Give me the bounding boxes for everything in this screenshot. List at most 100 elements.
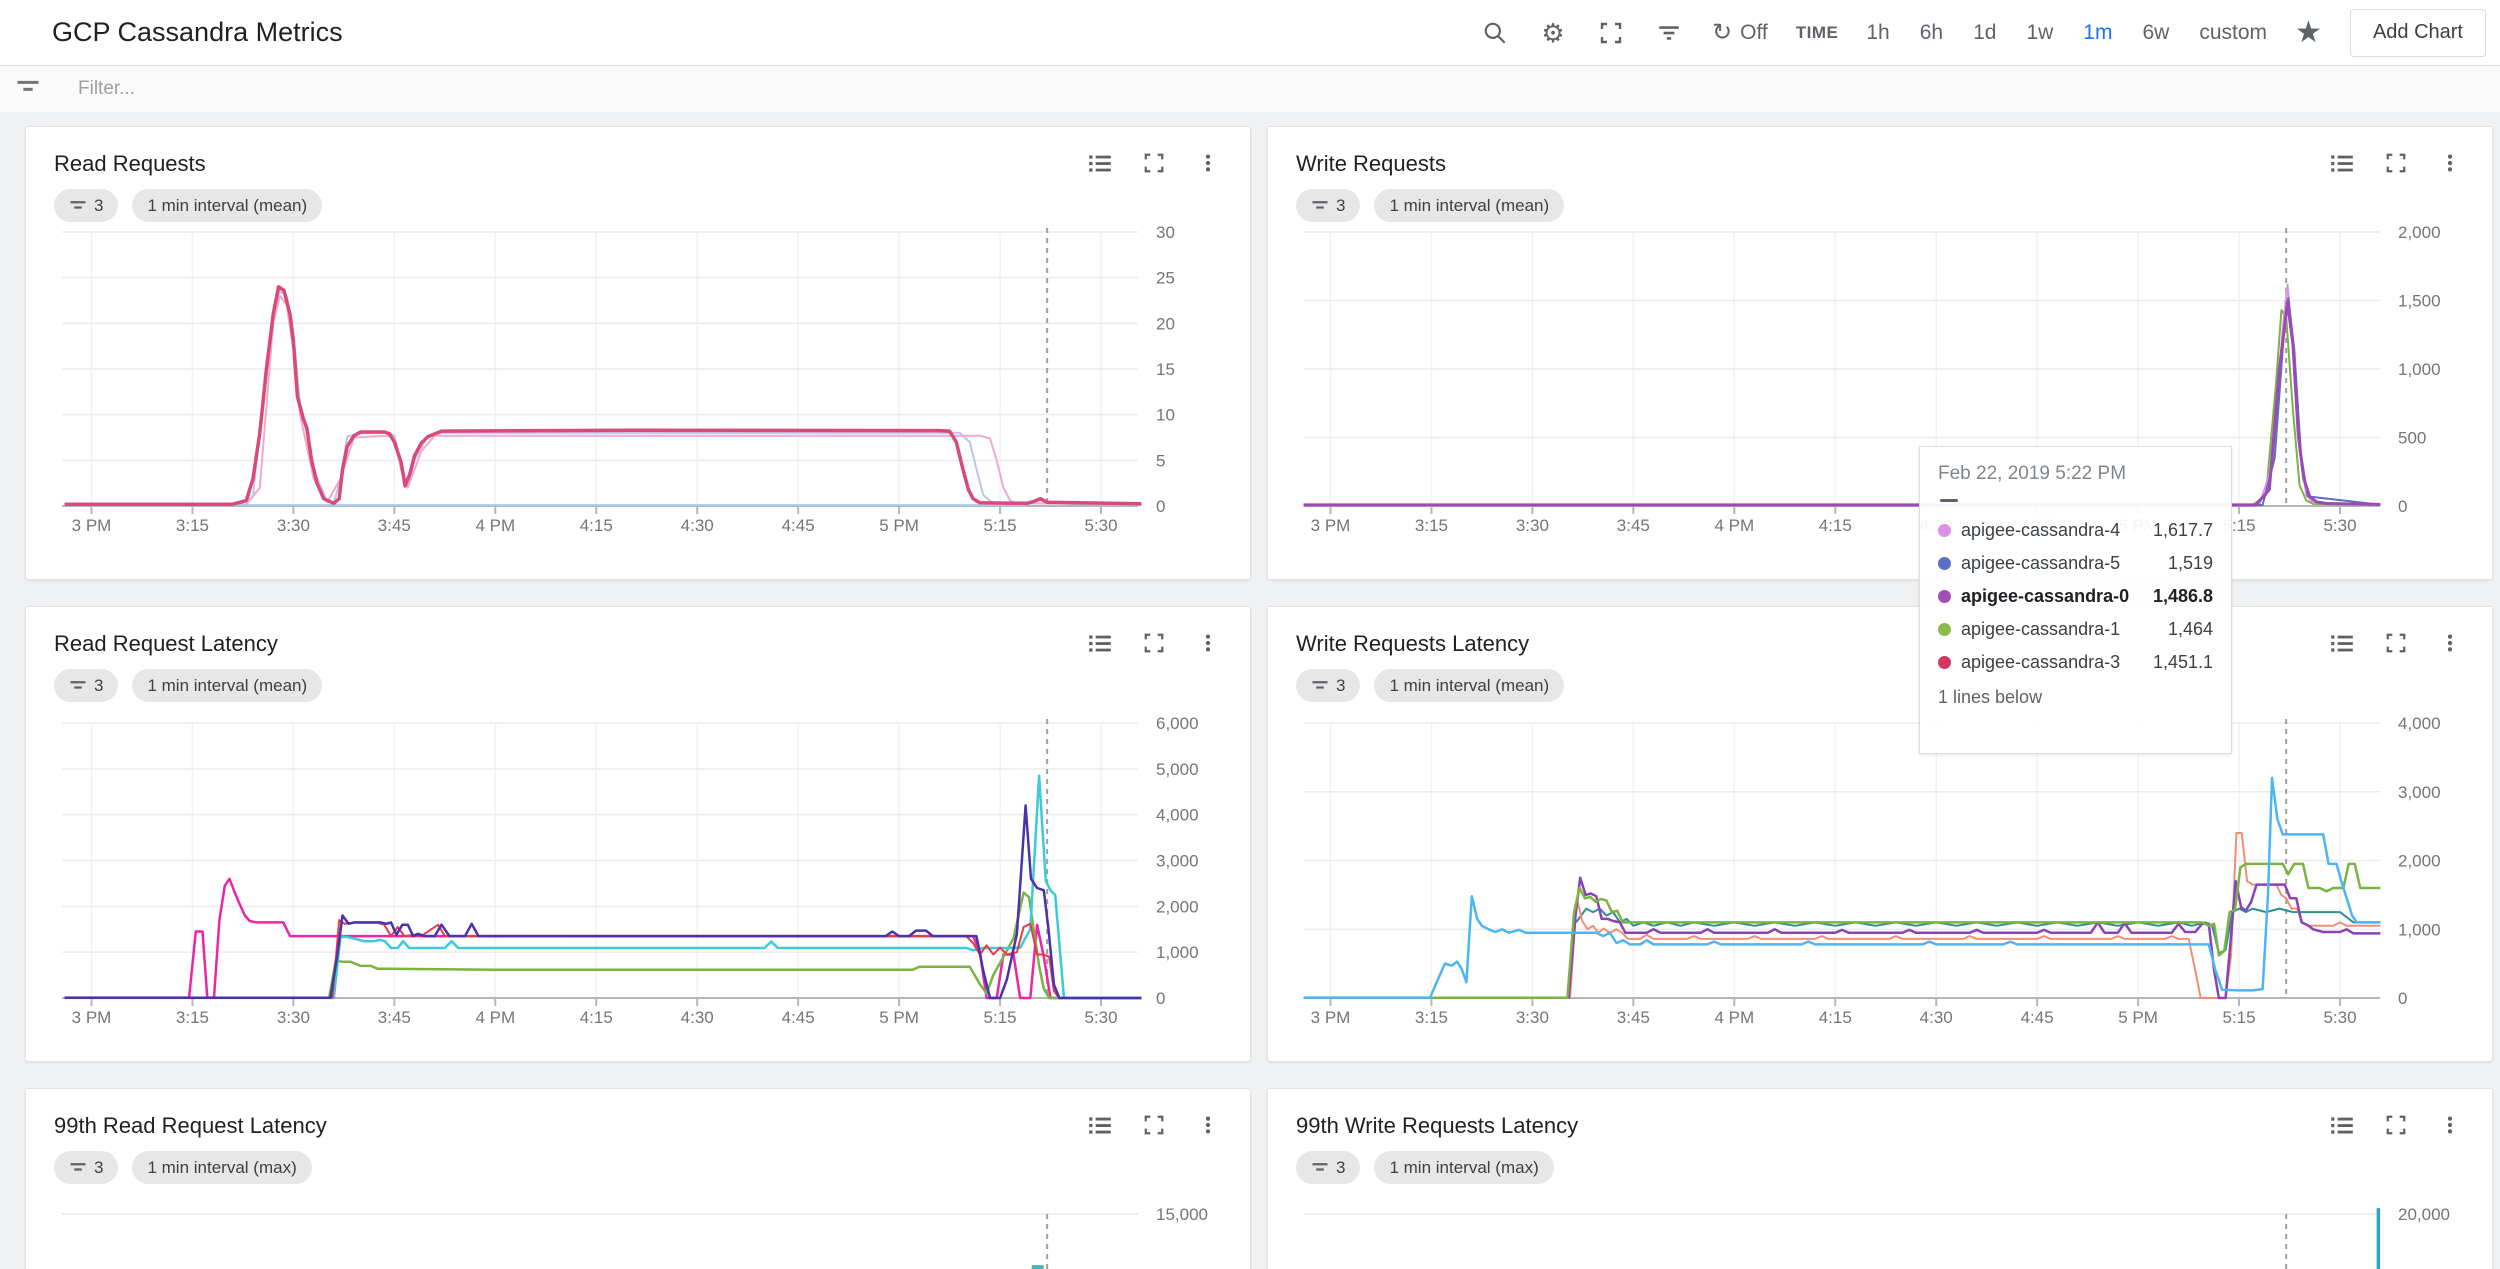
interval-chip[interactable]: 1 min interval (mean)	[132, 189, 323, 222]
svg-text:5:30: 5:30	[2323, 1008, 2356, 1027]
svg-text:0: 0	[1156, 989, 1165, 1008]
filter-count-chip[interactable]: 3	[54, 189, 119, 222]
series-color-dot	[1938, 656, 1951, 669]
time-range-1h[interactable]: 1h	[1866, 20, 1890, 44]
time-range-6h[interactable]: 6h	[1919, 20, 1944, 44]
series-value: 1,464	[2167, 619, 2213, 639]
interval-chip[interactable]: 1 min interval (mean)	[1374, 189, 1565, 222]
tooltip-row: apigee-cassandra-5 1,519	[1938, 547, 2213, 580]
expand-icon[interactable]	[1140, 1111, 1168, 1139]
svg-text:5 PM: 5 PM	[879, 1008, 919, 1027]
interval-chip[interactable]: 1 min interval (max)	[1374, 1151, 1554, 1184]
read-requests-chart[interactable]: 0 5 10 15 20 25 30 3 PM 3:15 3:30 3:45 4 PM 4:15 4:30…	[26, 127, 1250, 579]
page-title: GCP Cassandra Metrics	[52, 17, 343, 47]
legend-icon[interactable]	[2328, 149, 2356, 177]
svg-text:3:30: 3:30	[1516, 516, 1549, 535]
series-color-dot	[1938, 623, 1951, 636]
legend-icon[interactable]	[1086, 149, 1114, 177]
svg-text:4:15: 4:15	[1819, 516, 1852, 535]
svg-text:0: 0	[2398, 989, 2407, 1008]
dashboard-filter-bar	[0, 66, 2500, 112]
chart-title: 99th Read Request Latency	[54, 1113, 327, 1138]
svg-text:3:15: 3:15	[176, 1008, 209, 1027]
legend-icon[interactable]	[1086, 1111, 1114, 1139]
svg-text:3:45: 3:45	[378, 516, 411, 535]
svg-text:5 PM: 5 PM	[2118, 1008, 2158, 1027]
auto-refresh-control[interactable]: ↻ Off	[1712, 18, 1768, 46]
99th-read-request-latency-chart[interactable]: 15,000	[26, 1089, 1250, 1269]
svg-text:1,500: 1,500	[2398, 292, 2441, 311]
expand-icon[interactable]	[2382, 1111, 2410, 1139]
99th-write-requests-latency-chart[interactable]: 20,000	[1268, 1089, 2492, 1269]
time-label: TIME	[1795, 22, 1839, 42]
svg-text:2,000: 2,000	[1156, 897, 1199, 916]
legend-icon[interactable]	[1086, 629, 1114, 657]
expand-icon[interactable]	[1140, 149, 1168, 177]
svg-text:30: 30	[1156, 223, 1175, 242]
filter-count-chip[interactable]: 3	[1296, 1151, 1361, 1184]
write-requests-latency-chart[interactable]: 0 1,000 2,000 3,000 4,000 3 PM 3:15 3:30 3:45 4 P…	[1268, 607, 2492, 1061]
interval-chip[interactable]: 1 min interval (max)	[132, 1151, 312, 1184]
settings-gear-icon[interactable]: ⚙	[1541, 17, 1565, 48]
svg-text:5:15: 5:15	[2223, 1008, 2256, 1027]
chart-title: Read Requests	[54, 151, 206, 176]
more-menu-icon[interactable]	[2436, 149, 2464, 177]
svg-text:3:30: 3:30	[277, 1008, 310, 1027]
funnel-icon	[14, 73, 42, 106]
time-range-buttons: 1h 6h 1d 1w 1m 6w custom	[1866, 21, 2267, 45]
svg-text:3:15: 3:15	[1415, 516, 1448, 535]
svg-text:4,000: 4,000	[2398, 714, 2441, 733]
chart-card-write-requests-latency: Write Requests Latency 3 1 min interval …	[1267, 606, 2493, 1062]
filter-count-chip[interactable]: 3	[1296, 669, 1361, 702]
refresh-state-label: Off	[1740, 20, 1768, 44]
more-menu-icon[interactable]	[1194, 1111, 1222, 1139]
time-range-1d[interactable]: 1d	[1973, 20, 1997, 44]
svg-text:3:45: 3:45	[1617, 516, 1650, 535]
chart-card-99th-read-request-latency: 99th Read Request Latency 3 1 min interv…	[25, 1088, 1251, 1269]
filter-count-chip[interactable]: 3	[54, 1151, 119, 1184]
svg-text:4:15: 4:15	[580, 516, 613, 535]
expand-icon[interactable]	[1140, 629, 1168, 657]
time-range-6w[interactable]: 6w	[2142, 20, 2170, 44]
toolbar: ⚙ ↻ Off TIME 1h 6h 1d 1w 1m 6w custom ★ Add Ch…	[1480, 8, 2490, 57]
svg-text:1,000: 1,000	[2398, 920, 2441, 939]
series-name: apigee-cassandra-3	[1961, 652, 2121, 672]
interval-chip[interactable]: 1 min interval (mean)	[1374, 669, 1565, 702]
tooltip-row: apigee-cassandra-0 1,486.8	[1938, 580, 2213, 613]
tooltip-series-dash	[1940, 499, 1958, 502]
more-menu-icon[interactable]	[2436, 629, 2464, 657]
series-value: 1,486.8	[2152, 586, 2213, 606]
filter-count-chip[interactable]: 3	[1296, 189, 1361, 222]
filter-list-icon[interactable]	[1654, 18, 1684, 48]
search-icon[interactable]	[1480, 18, 1510, 48]
svg-text:4 PM: 4 PM	[475, 1008, 515, 1027]
svg-text:5:30: 5:30	[2323, 516, 2356, 535]
refresh-icon: ↻	[1712, 18, 1733, 46]
filter-input[interactable]	[78, 78, 1278, 100]
time-range-1m[interactable]: 1m	[2083, 20, 2113, 44]
more-menu-icon[interactable]	[1194, 629, 1222, 657]
time-range-custom[interactable]: custom	[2199, 20, 2268, 44]
more-menu-icon[interactable]	[2436, 1111, 2464, 1139]
legend-icon[interactable]	[2328, 1111, 2356, 1139]
read-request-latency-chart[interactable]: 0 1,000 2,000 3,000 4,000 5,000 6,000 3 PM 3:15 3…	[26, 607, 1250, 1061]
more-menu-icon[interactable]	[1194, 149, 1222, 177]
filter-count-chip[interactable]: 3	[54, 669, 119, 702]
expand-icon[interactable]	[2382, 629, 2410, 657]
add-chart-button[interactable]: Add Chart	[2349, 8, 2486, 57]
time-range-1w[interactable]: 1w	[2026, 20, 2054, 44]
svg-text:3,000: 3,000	[2398, 783, 2441, 802]
chart-hover-tooltip: Feb 22, 2019 5:22 PM apigee-cassandra-4 1…	[1919, 446, 2232, 754]
expand-icon[interactable]	[2382, 149, 2410, 177]
svg-text:4:30: 4:30	[1920, 1008, 1953, 1027]
series-name: apigee-cassandra-0	[1961, 586, 2130, 606]
interval-chip[interactable]: 1 min interval (mean)	[132, 669, 323, 702]
chart-title: Write Requests	[1296, 151, 1446, 176]
tooltip-row: apigee-cassandra-3 1,451.1	[1938, 646, 2213, 679]
svg-text:5,000: 5,000	[1156, 760, 1199, 779]
svg-text:5:15: 5:15	[984, 516, 1017, 535]
svg-text:15,000: 15,000	[1156, 1205, 1208, 1224]
star-icon[interactable]: ★	[2295, 16, 2322, 49]
legend-icon[interactable]	[2328, 629, 2356, 657]
fullscreen-icon[interactable]	[1596, 18, 1626, 48]
